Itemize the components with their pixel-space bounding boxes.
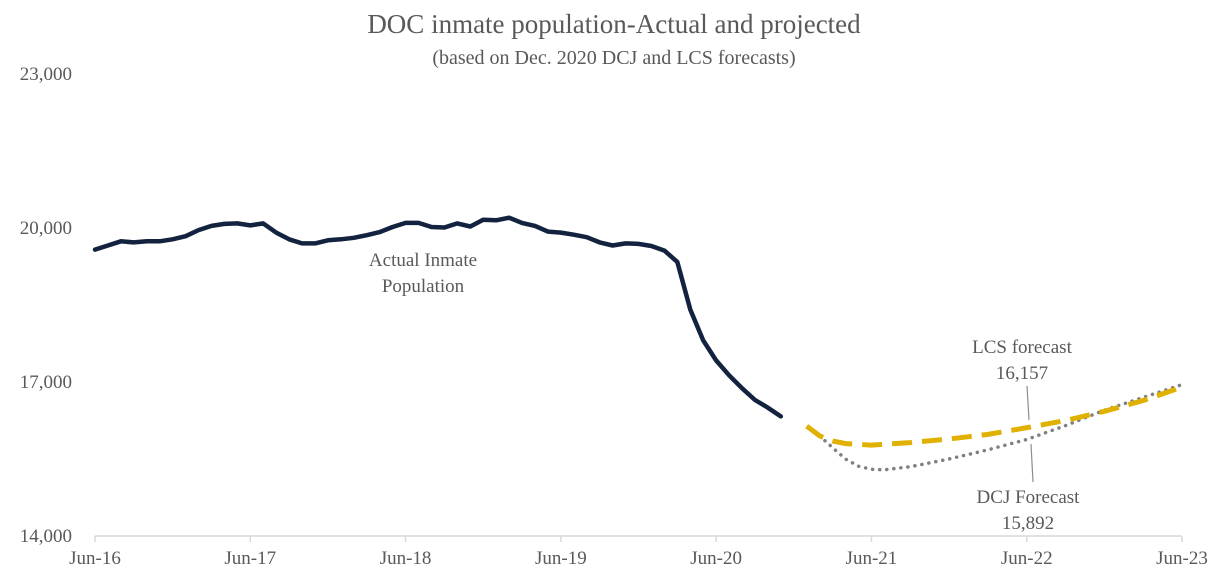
annotation-actual-line2: Population [382, 276, 465, 297]
x-tick-label: Jun-19 [535, 548, 587, 569]
annotation-lcs-leader [1026, 385, 1030, 421]
annotation-dcj-leader [1030, 443, 1034, 483]
annotation-actual-line1: Actual Inmate [369, 250, 477, 271]
annotation-dcj-value: 15,892 [1002, 513, 1054, 534]
series-line-dcj-forecast [817, 382, 1184, 472]
x-tick-label: Jun-21 [846, 548, 898, 569]
x-tick-label: Jun-20 [690, 548, 742, 569]
x-tick-label: Jun-23 [1156, 548, 1208, 569]
x-tick-label: Jun-17 [224, 548, 276, 569]
annotation-dcj: DCJ Forecast 15,892 [977, 443, 1081, 534]
y-tick-label: 23,000 [20, 64, 72, 85]
annotation-lcs-label: LCS forecast [972, 337, 1072, 358]
y-tick-label: 17,000 [20, 372, 72, 393]
annotation-dcj-label: DCJ Forecast [977, 487, 1081, 508]
annotation-actual: Actual Inmate Population [369, 250, 477, 297]
chart-title: DOC inmate population-Actual and project… [367, 9, 861, 39]
chart-subtitle: (based on Dec. 2020 DCJ and LCS forecast… [432, 47, 795, 69]
x-tick-label: Jun-18 [380, 548, 432, 569]
x-axis-ticks: Jun-16 Jun-17 Jun-18 Jun-19 Jun-20 Jun-21 Jun-… [69, 536, 1208, 569]
y-tick-label: 20,000 [20, 218, 72, 239]
series-line-actual-inmate-population [92, 215, 784, 419]
series-line-lcs-forecast [805, 384, 1183, 448]
x-tick-label: Jun-16 [69, 548, 121, 569]
series-layer [92, 215, 1184, 472]
y-tick-label: 14,000 [20, 526, 72, 547]
annotation-lcs-value: 16,157 [996, 363, 1048, 384]
x-tick-label: Jun-22 [1001, 548, 1053, 569]
y-axis-ticks: 14,000 17,000 20,000 23,000 [20, 64, 72, 547]
annotation-lcs: LCS forecast 16,157 [972, 337, 1073, 421]
